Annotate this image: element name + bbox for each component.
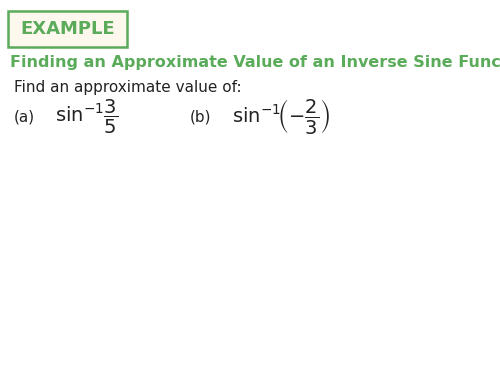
Text: (b): (b) xyxy=(190,110,212,125)
Text: $\mathrm{sin}^{-1}\dfrac{3}{5}$: $\mathrm{sin}^{-1}\dfrac{3}{5}$ xyxy=(55,98,118,136)
FancyBboxPatch shape xyxy=(8,11,127,47)
Text: $\mathrm{sin}^{-1}\!\left(-\dfrac{2}{3}\right)$: $\mathrm{sin}^{-1}\!\left(-\dfrac{2}{3}\… xyxy=(232,98,330,136)
Text: EXAMPLE: EXAMPLE xyxy=(20,20,115,38)
Text: Find an approximate value of:: Find an approximate value of: xyxy=(14,80,241,95)
Text: Finding an Approximate Value of an Inverse Sine Function: Finding an Approximate Value of an Inver… xyxy=(10,55,500,70)
Text: (a): (a) xyxy=(14,110,35,125)
